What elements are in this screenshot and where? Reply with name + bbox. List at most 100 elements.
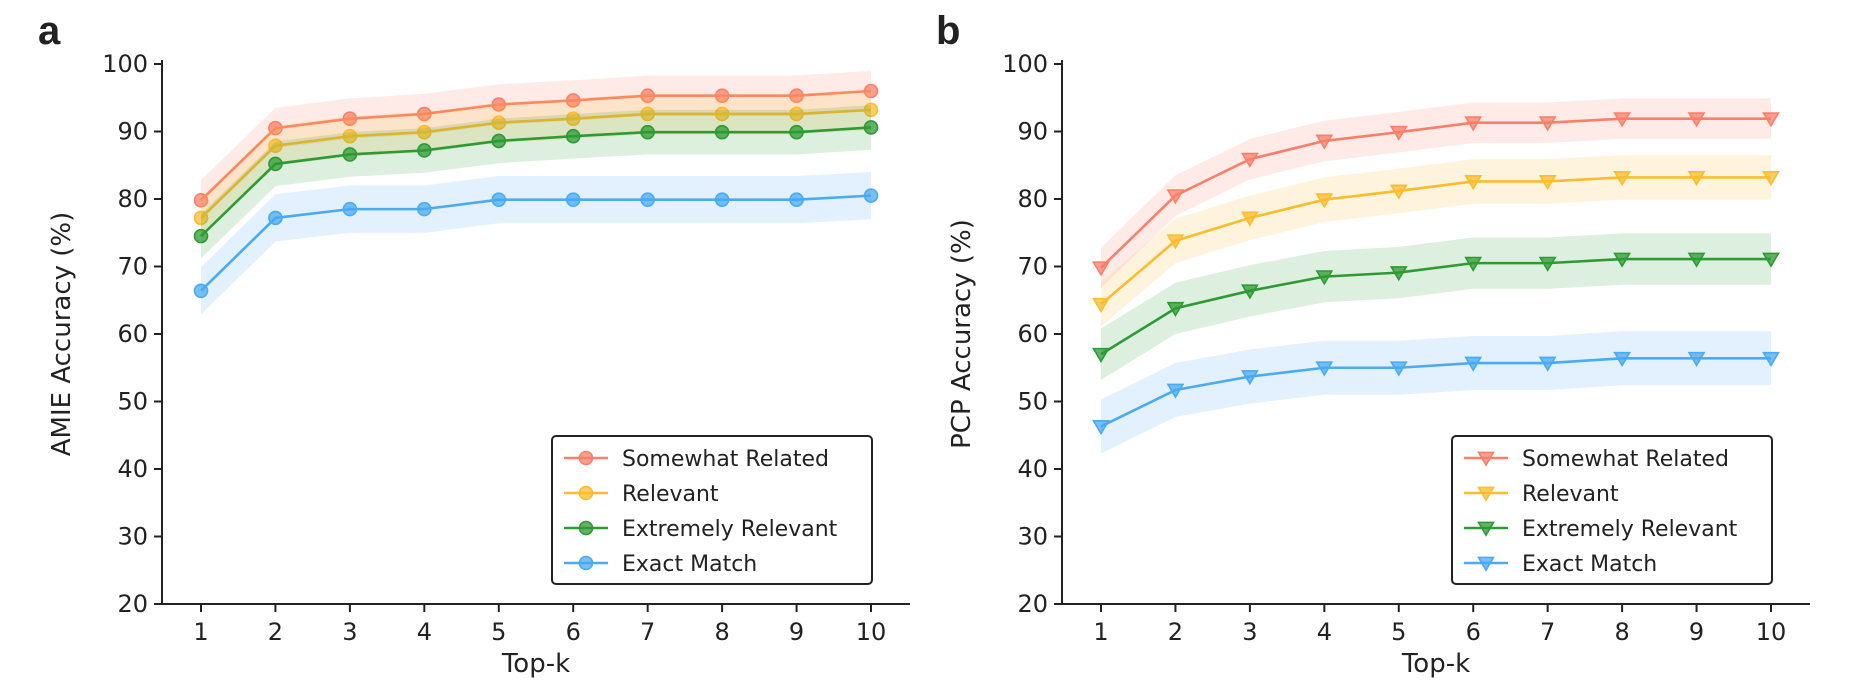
data-point <box>1166 301 1185 318</box>
data-point <box>714 192 730 207</box>
data-point <box>714 88 730 104</box>
data-point <box>863 188 879 203</box>
legend-item: Somewhat Related <box>1464 447 1729 472</box>
data-point <box>565 192 581 207</box>
data-point <box>1464 116 1483 132</box>
data-point <box>491 133 507 149</box>
x-tick-label: 1 <box>193 618 208 646</box>
data-point <box>417 143 432 158</box>
series-relevant <box>1092 155 1780 327</box>
data-point <box>1464 256 1483 272</box>
chart-panel-b: b 20 30 40 50 60 70 80 90 100 1 2 3 4 5 6 7 8 9 10 Top-k PCP … <box>936 9 1810 679</box>
data-point <box>640 88 655 104</box>
legend-item: Exact Match <box>1464 552 1657 577</box>
legend-frame <box>551 435 873 585</box>
series-exact-match <box>193 172 879 315</box>
data-point <box>1240 370 1259 386</box>
series-line <box>1100 176 1771 306</box>
data-point <box>1092 261 1110 277</box>
data-point <box>1762 252 1780 268</box>
y-tick-label: 80 <box>1017 185 1048 213</box>
x-tick-label: 5 <box>1391 618 1406 646</box>
data-point <box>789 106 804 122</box>
x-axis-title: Top-k <box>501 649 570 679</box>
data-point <box>342 128 358 144</box>
data-point <box>1687 351 1706 368</box>
x-tick-label: 4 <box>1317 618 1332 646</box>
confidence-band <box>201 89 871 239</box>
series-exact-match <box>1092 331 1780 454</box>
legend: Somewhat Related Relevant Extremely Releva… <box>551 435 873 585</box>
data-point <box>714 106 730 122</box>
data-point <box>1613 252 1632 268</box>
legend-item: Somewhat Related <box>564 447 829 472</box>
legend-marker <box>1477 451 1495 467</box>
series-line <box>200 126 872 238</box>
confidence-band <box>1101 233 1771 380</box>
data-point <box>1315 270 1334 286</box>
data-point <box>565 128 581 144</box>
data-point <box>342 111 358 126</box>
data-point <box>714 124 730 140</box>
data-point <box>342 147 358 162</box>
series-line <box>200 194 872 292</box>
legend-marker <box>1477 556 1495 572</box>
confidence-band <box>201 172 871 315</box>
series-somewhat-related <box>1092 98 1780 289</box>
data-point <box>1315 193 1334 209</box>
data-point <box>1464 175 1483 191</box>
legend-label: Somewhat Related <box>622 447 829 472</box>
data-point <box>491 115 507 131</box>
data-point <box>1613 170 1632 187</box>
legend-item: Exact Match <box>564 552 757 577</box>
x-tick-label: 7 <box>640 618 655 646</box>
panel-label: b <box>936 9 960 53</box>
series-line <box>200 89 872 202</box>
data-point <box>268 210 283 226</box>
series-relevant <box>193 89 879 239</box>
y-axis-title: PCP Accuracy (%) <box>947 219 977 449</box>
data-point <box>1166 383 1185 399</box>
legend-label: Exact Match <box>1522 552 1657 577</box>
data-point <box>1538 356 1557 372</box>
x-tick-label: 3 <box>342 618 357 646</box>
y-tick-label: 30 <box>1017 523 1048 551</box>
legend-label: Relevant <box>1522 482 1619 507</box>
data-point <box>1166 189 1185 205</box>
data-point <box>1762 112 1780 128</box>
confidence-band <box>201 70 871 221</box>
legend-label: Relevant <box>622 482 719 507</box>
y-tick-label: 50 <box>1017 388 1048 416</box>
y-tick-label: 60 <box>1017 320 1048 348</box>
data-point <box>1762 351 1780 368</box>
series-somewhat-related <box>193 70 879 221</box>
data-point <box>1687 252 1706 268</box>
data-point <box>863 83 879 99</box>
y-tick-label: 40 <box>117 455 148 483</box>
data-point <box>789 88 804 104</box>
data-point <box>1315 361 1334 377</box>
data-point <box>193 210 209 226</box>
legend-marker <box>578 450 594 466</box>
y-tick-label: 60 <box>117 320 148 348</box>
confidence-band <box>1101 331 1771 454</box>
data-point <box>491 97 507 112</box>
series-extremely-relevant <box>1092 233 1780 380</box>
y-tick-label: 30 <box>117 523 148 551</box>
series-extremely-relevant <box>193 105 879 259</box>
data-point <box>640 106 655 122</box>
x-tick-label: 2 <box>268 618 283 646</box>
data-point <box>1389 266 1408 282</box>
x-tick-label: 7 <box>1540 618 1555 646</box>
data-point <box>640 192 655 207</box>
data-point <box>1538 256 1557 272</box>
data-point <box>193 193 209 208</box>
x-tick-label: 3 <box>1242 618 1257 646</box>
x-tick-label: 9 <box>1689 618 1704 646</box>
legend-label: Extremely Relevant <box>622 517 838 542</box>
data-point <box>565 93 581 108</box>
y-tick-label: 100 <box>102 50 148 78</box>
legend-item: Relevant <box>564 482 719 507</box>
legend-label: Extremely Relevant <box>1522 517 1738 542</box>
